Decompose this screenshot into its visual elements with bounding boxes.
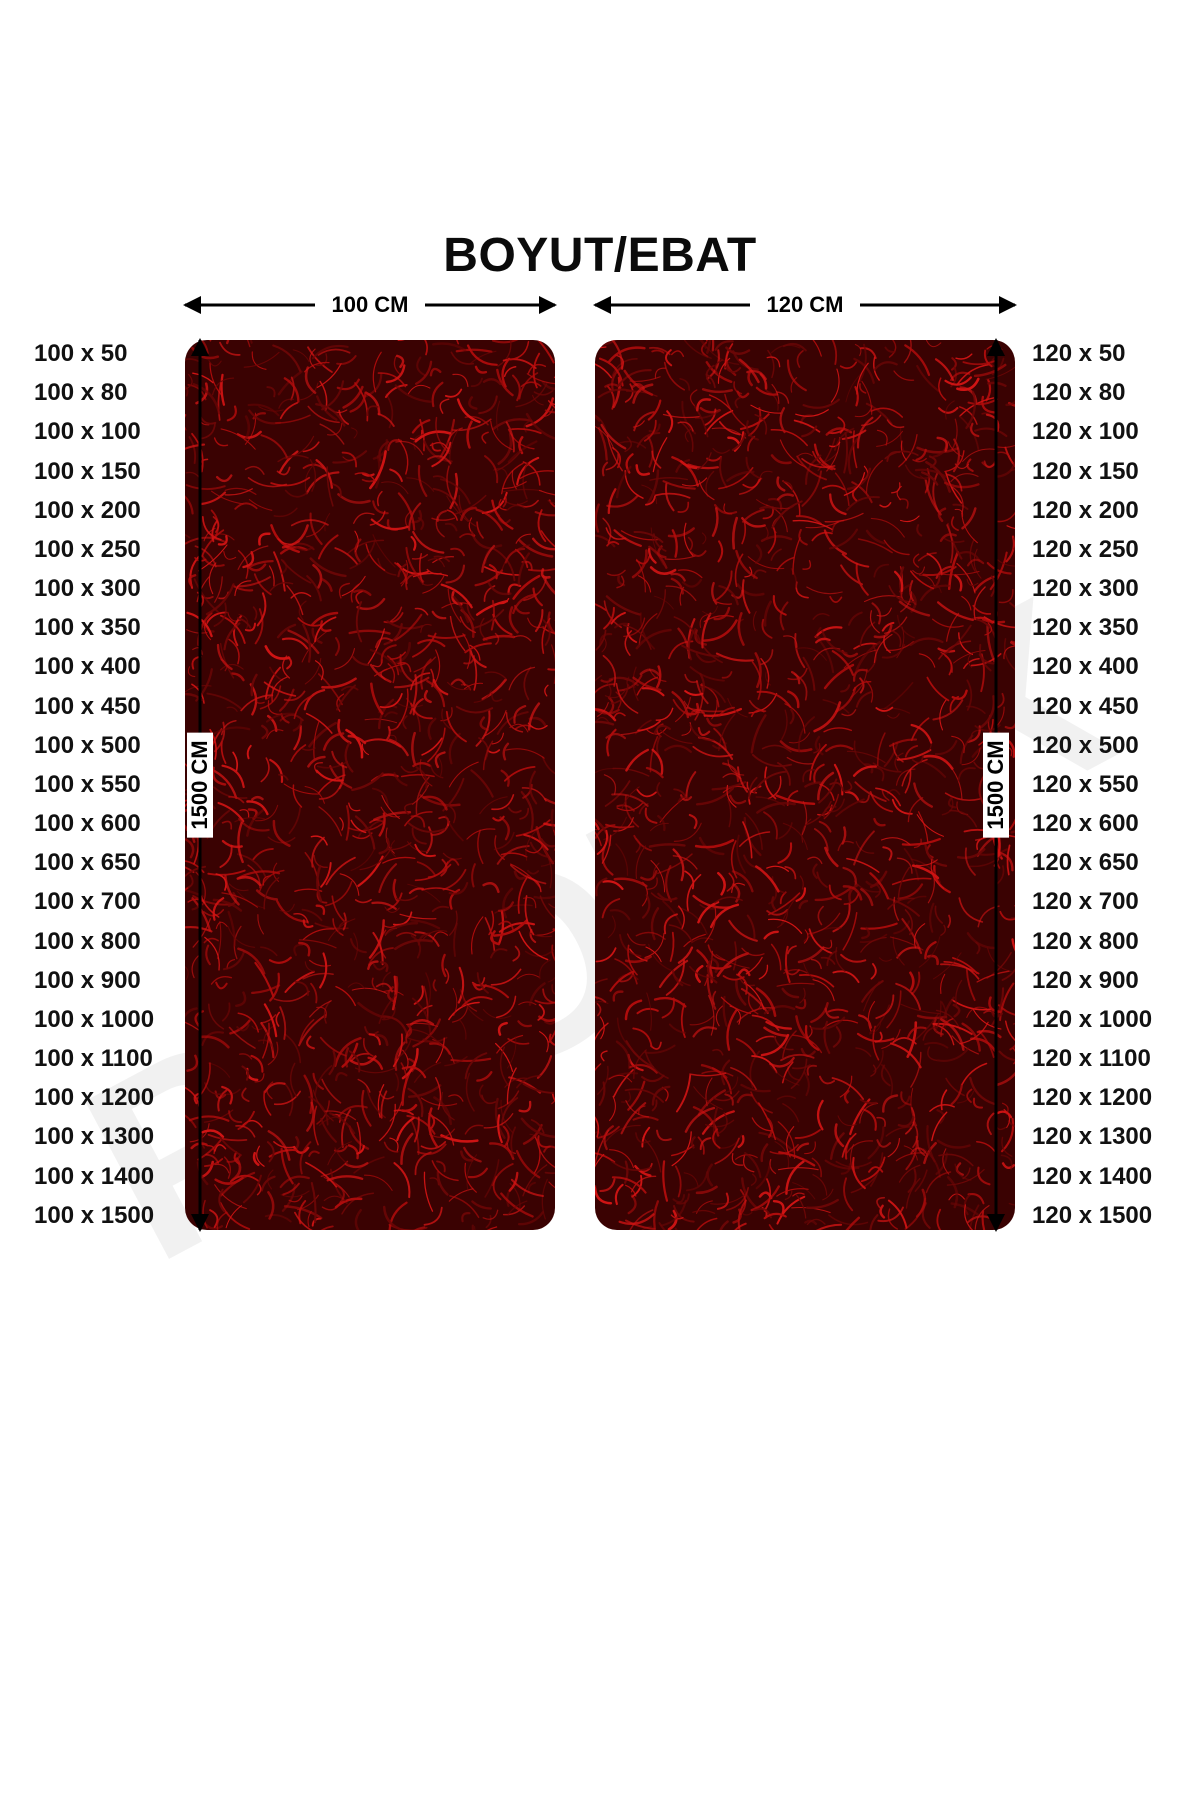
- size-chart-infographic: PROTEX BOYUT/EBAT 100 x 50100 x 80100 x …: [0, 0, 1200, 1800]
- mat-swatch-right: [595, 340, 1015, 1230]
- arrow-cap-down-icon: [987, 1214, 1005, 1232]
- height-arrow-right: 1500 CM: [982, 340, 1010, 1230]
- size-list-right: 120 x 50 120 x 80 120 x 100 120 x 150 120 x …: [1032, 340, 1180, 1230]
- size-option: 120 x 300: [1032, 575, 1180, 603]
- size-option: 100 x 300: [34, 575, 182, 603]
- size-option: 120 x 650: [1032, 849, 1180, 877]
- size-option: 100 x 150: [34, 458, 182, 486]
- size-option: 120 x 1100: [1032, 1045, 1180, 1073]
- size-option: 100 x 1300: [34, 1123, 182, 1151]
- size-option: 120 x 450: [1032, 693, 1180, 721]
- size-option: 120 x 200: [1032, 497, 1180, 525]
- size-option: 100 x 1500: [34, 1202, 182, 1230]
- page-title: BOYUT/EBAT: [0, 228, 1200, 283]
- size-option: 100 x 550: [34, 771, 182, 799]
- height-label-right: 1500 CM: [983, 732, 1009, 837]
- width-arrow-right: 120 CM: [595, 291, 1015, 319]
- size-option: 120 x 350: [1032, 614, 1180, 642]
- size-option: 100 x 250: [34, 536, 182, 564]
- arrow-cap-down-icon: [191, 1214, 209, 1232]
- size-option: 120 x 50: [1032, 340, 1180, 368]
- size-option: 100 x 600: [34, 810, 182, 838]
- size-option: 120 x 150: [1032, 458, 1180, 486]
- size-option: 100 x 200: [34, 497, 182, 525]
- size-option: 100 x 50: [34, 340, 182, 368]
- width-arrow-left: 100 CM: [185, 291, 555, 319]
- size-option: 100 x 100: [34, 418, 182, 446]
- size-option: 100 x 650: [34, 849, 182, 877]
- size-list-left: 100 x 50 100 x 80 100 x 100 100 x 150 100 x …: [34, 340, 182, 1230]
- size-option: 100 x 800: [34, 928, 182, 956]
- size-option: 100 x 1400: [34, 1163, 182, 1191]
- arrow-cap-up-icon: [987, 338, 1005, 356]
- size-option: 100 x 350: [34, 614, 182, 642]
- size-option: 100 x 400: [34, 653, 182, 681]
- size-option: 100 x 80: [34, 379, 182, 407]
- size-option: 100 x 1100: [34, 1045, 182, 1073]
- size-option: 100 x 1200: [34, 1084, 182, 1112]
- size-option: 120 x 800: [1032, 928, 1180, 956]
- size-option: 120 x 80: [1032, 379, 1180, 407]
- size-option: 100 x 1000: [34, 1006, 182, 1034]
- size-option: 120 x 1300: [1032, 1123, 1180, 1151]
- size-option: 120 x 100: [1032, 418, 1180, 446]
- size-option: 120 x 1400: [1032, 1163, 1180, 1191]
- size-option: 120 x 900: [1032, 967, 1180, 995]
- size-option: 120 x 500: [1032, 732, 1180, 760]
- mat-swatch-left: [185, 340, 555, 1230]
- size-option: 120 x 400: [1032, 653, 1180, 681]
- size-option: 120 x 1000: [1032, 1006, 1180, 1034]
- arrow-cap-left-icon: [183, 296, 201, 314]
- height-arrow-left: 1500 CM: [186, 340, 214, 1230]
- size-option: 100 x 900: [34, 967, 182, 995]
- size-option: 120 x 1200: [1032, 1084, 1180, 1112]
- arrow-cap-left-icon: [593, 296, 611, 314]
- width-label-left: 100 CM: [315, 292, 425, 318]
- size-option: 120 x 1500: [1032, 1202, 1180, 1230]
- arrow-cap-right-icon: [539, 296, 557, 314]
- size-option: 120 x 600: [1032, 810, 1180, 838]
- width-label-right: 120 CM: [750, 292, 860, 318]
- size-option: 120 x 700: [1032, 888, 1180, 916]
- height-label-left: 1500 CM: [187, 732, 213, 837]
- size-option: 100 x 500: [34, 732, 182, 760]
- size-option: 120 x 250: [1032, 536, 1180, 564]
- size-option: 100 x 450: [34, 693, 182, 721]
- size-option: 100 x 700: [34, 888, 182, 916]
- size-option: 120 x 550: [1032, 771, 1180, 799]
- arrow-cap-up-icon: [191, 338, 209, 356]
- arrow-cap-right-icon: [999, 296, 1017, 314]
